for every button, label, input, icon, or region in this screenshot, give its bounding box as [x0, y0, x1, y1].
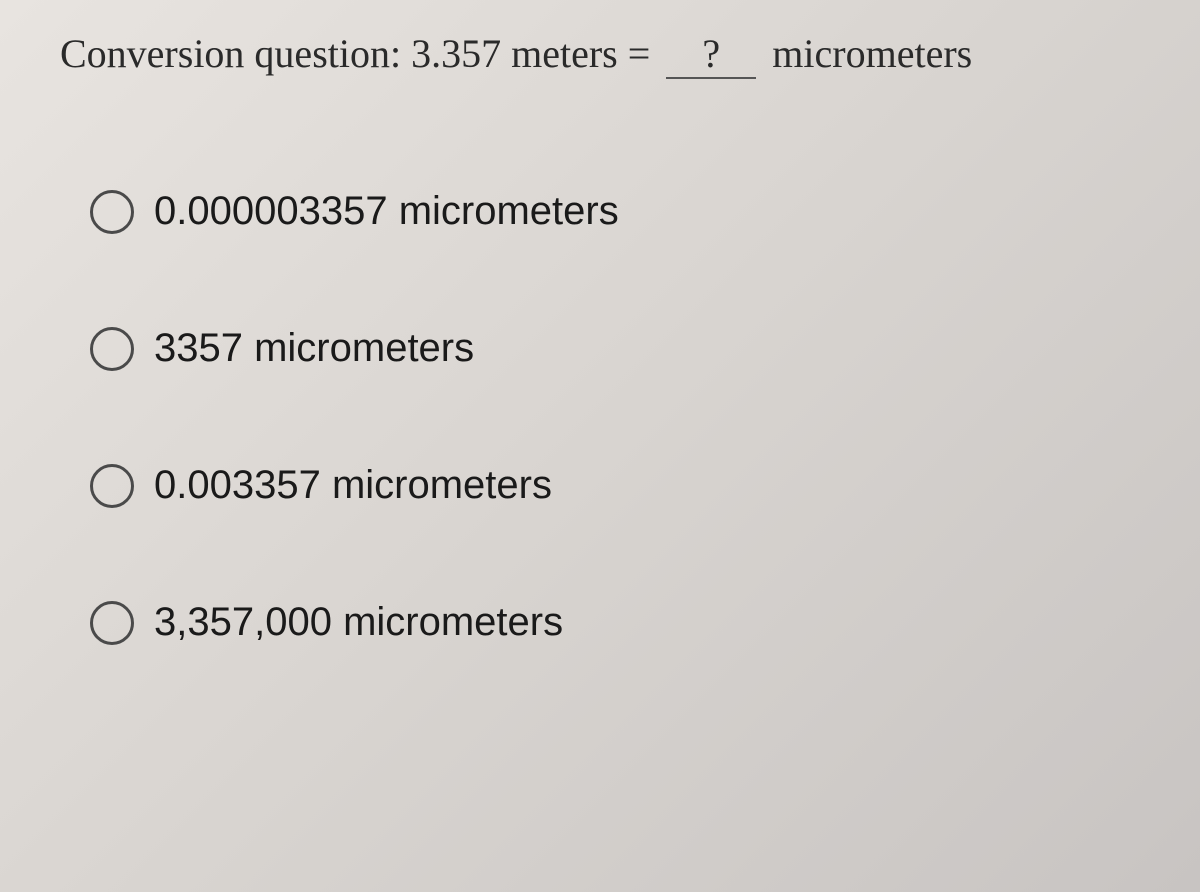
- option-row[interactable]: 3357 micrometers: [90, 326, 1160, 371]
- option-label: 0.003357 micrometers: [154, 463, 552, 508]
- option-label: 0.000003357 micrometers: [154, 189, 619, 234]
- option-label: 3,357,000 micrometers: [154, 600, 563, 645]
- question-suffix: micrometers: [772, 31, 972, 76]
- option-label: 3357 micrometers: [154, 326, 474, 371]
- option-row[interactable]: 3,357,000 micrometers: [90, 600, 1160, 645]
- radio-button[interactable]: [90, 601, 134, 645]
- radio-button[interactable]: [90, 327, 134, 371]
- option-row[interactable]: 0.000003357 micrometers: [90, 189, 1160, 234]
- question-text: Conversion question: 3.357 meters = ? mi…: [60, 30, 1160, 79]
- question-prefix: Conversion question: 3.357 meters =: [60, 31, 650, 76]
- option-row[interactable]: 0.003357 micrometers: [90, 463, 1160, 508]
- options-list: 0.000003357 micrometers 3357 micrometers…: [90, 189, 1160, 645]
- radio-button[interactable]: [90, 190, 134, 234]
- question-blank: ?: [666, 30, 756, 79]
- radio-button[interactable]: [90, 464, 134, 508]
